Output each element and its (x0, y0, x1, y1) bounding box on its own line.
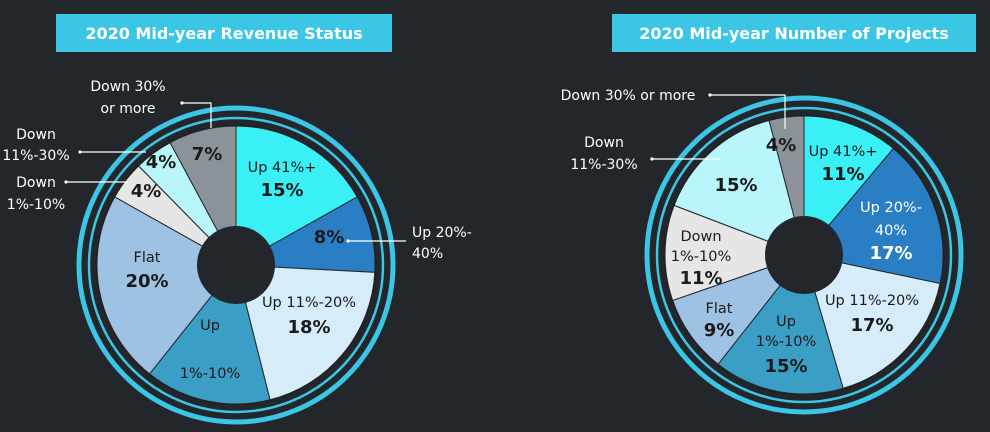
slice-up-11-20 (803, 254, 941, 389)
inner-ring (87, 116, 385, 414)
title-banner (56, 14, 392, 52)
chart-title: 2020 Mid-year Number of Projects (612, 14, 976, 52)
leader-dot (180, 101, 184, 105)
callout-text: 1%-10% (7, 197, 65, 213)
slice-value-down-11-30: 15% (714, 175, 757, 196)
callout-text: Down 30% or more (561, 88, 696, 104)
slice-value-up-41: 15% (260, 180, 303, 201)
outer-ring (644, 95, 964, 415)
chart-title-text: 2020 Mid-year Number of Projects (639, 24, 948, 43)
slice-label-up-20-40: Up 20%- (860, 200, 922, 216)
outer-ring (76, 105, 396, 425)
slice-value-flat: 20% (125, 271, 168, 292)
pie-chart-2: 2020 Mid-year Number of Projects Up 41%+ 1… (561, 14, 976, 415)
callout-text: Down (16, 175, 56, 191)
leader-dot (650, 157, 654, 161)
callout-text: 11%-30% (2, 148, 69, 164)
slice-value-up-1-10: 15% (764, 356, 807, 377)
donut-hole (765, 216, 843, 294)
callout-up-20-40: Up 20%- 40% (346, 225, 472, 262)
slice-down-11-30 (673, 119, 805, 256)
slice-down-1-10 (664, 204, 806, 302)
title-banner (612, 14, 976, 52)
slice-label-up-11-20: Up 11%-20% (262, 295, 356, 311)
slice-label-up-1-10: 1%-10% (756, 334, 816, 350)
callout-down-11-30: Down 11%-30% (2, 127, 146, 164)
leader-line (710, 94, 786, 129)
callout-text: Up 20%- (412, 225, 472, 241)
slice-label-up-20-40: 40% (875, 223, 907, 239)
slice-value-down-30-or-more: 7% (192, 144, 223, 165)
callout-text: 40% (412, 246, 443, 262)
callout-text: Down (584, 135, 624, 151)
callout-down-30-or-more: Down 30% or more (561, 88, 786, 129)
leader-dot (346, 239, 350, 243)
slice-value-up-41: 11% (821, 164, 864, 185)
slice-up-11-20 (235, 264, 376, 401)
slice-up-41 (235, 125, 358, 266)
callout-text: or more (100, 101, 155, 117)
slice-label-up-41: Up 41%+ (248, 160, 317, 176)
slice-value-up-20-40: 17% (869, 243, 912, 264)
slice-value-up-11-20: 18% (287, 317, 330, 338)
slice-up-41 (803, 115, 895, 257)
slice-value-flat: 9% (704, 320, 735, 341)
callout-text: 11%-30% (570, 157, 637, 173)
slice-value-down-1-10: 4% (131, 181, 162, 202)
slice-value-up-11-20: 17% (850, 315, 893, 336)
callout-down-30-or-more: Down 30% or more (90, 79, 212, 128)
slice-value-down-11-30: 4% (146, 152, 177, 173)
slice-label-up-1-10: Up (200, 318, 220, 334)
chart-title: 2020 Mid-year Revenue Status (56, 14, 392, 52)
slice-value-up-1-10: 13% (188, 0, 231, 5)
callout-text: Down (16, 127, 56, 143)
slice-label-up-41: Up 41%+ (809, 144, 878, 160)
slice-flat (672, 253, 806, 365)
slice-label-up-11-20: Up 11%-20% (825, 293, 919, 309)
slice-value-down-1-10: 11% (679, 268, 722, 289)
callout-text: Down 30% (90, 79, 165, 95)
slice-label-down-1-10: 1%-10% (671, 249, 731, 265)
slice-label-flat: Flat (134, 250, 161, 266)
donut-hole (197, 226, 275, 304)
inner-ring (655, 106, 953, 404)
slice-value-down-30-or-more: 4% (766, 135, 797, 156)
chart-title-text: 2020 Mid-year Revenue Status (85, 24, 362, 43)
slice-label-up-1-10: Up (776, 314, 796, 330)
slice-label-flat: Flat (706, 301, 733, 317)
pie-chart-1: 2020 Mid-year Revenue Status Up 41%+ 15% 8%… (2, 0, 472, 425)
leader-line (182, 102, 212, 128)
leader-dot (78, 150, 82, 154)
leader-dot (64, 180, 68, 184)
leader-dot (708, 93, 712, 97)
callout-down-11-30: Down 11%-30% (570, 135, 720, 173)
slice-value-up-20-40: 8% (314, 227, 345, 248)
slice-label-down-1-10: Down (680, 229, 721, 245)
slice-label-up-1-10: 1%-10% (180, 366, 240, 382)
slice-flat (96, 196, 237, 375)
callout-down-1-10: Down 1%-10% (7, 175, 128, 213)
